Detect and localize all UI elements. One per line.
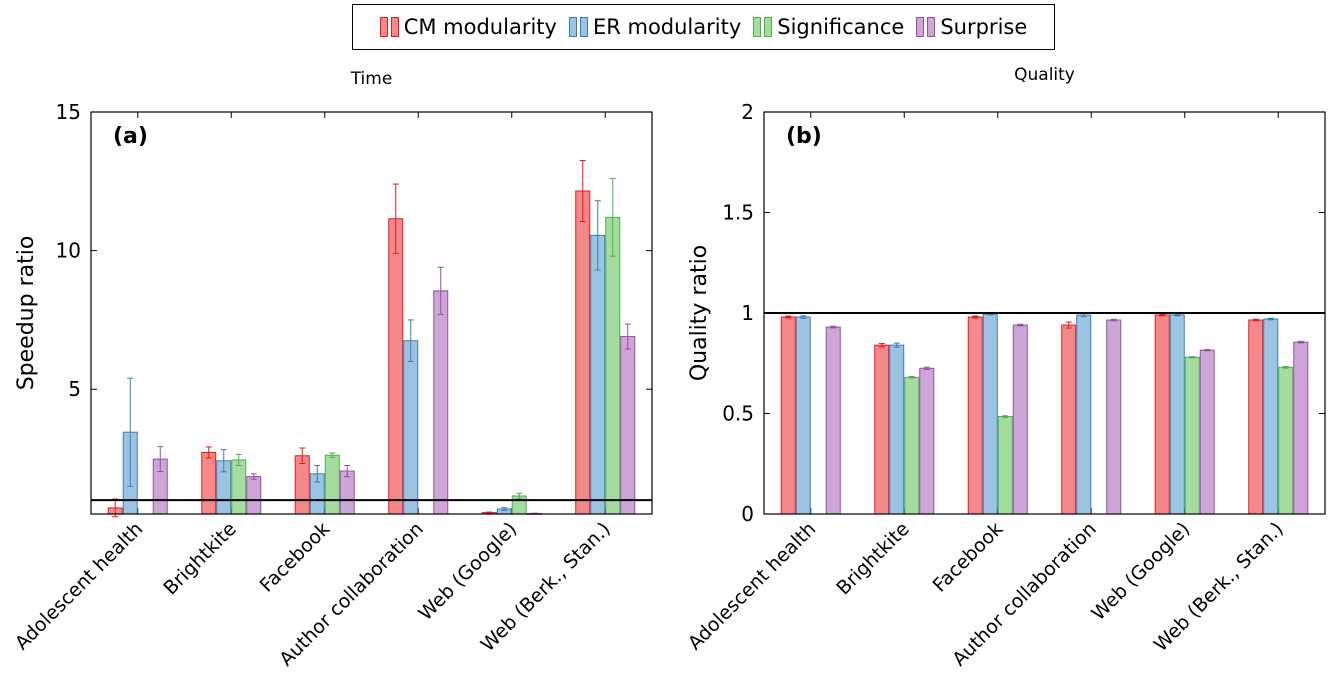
bar bbox=[1293, 341, 1309, 515]
bar bbox=[889, 344, 905, 515]
bar bbox=[1248, 319, 1264, 515]
y-axis-label: Quality ratio bbox=[687, 245, 712, 381]
y-tick-label: 15 bbox=[56, 100, 81, 124]
bar bbox=[1076, 314, 1092, 515]
time-panel: Time 5 10 15 (a) Speedup ratio Adolescent heal… bbox=[11, 69, 653, 671]
y-tick-label: 0.5 bbox=[722, 402, 754, 426]
legend-entry-3: Surprise bbox=[916, 15, 1027, 39]
bar bbox=[904, 376, 920, 515]
bar bbox=[967, 316, 983, 515]
bar bbox=[605, 216, 621, 515]
bar bbox=[1263, 318, 1279, 515]
bar bbox=[1106, 319, 1122, 515]
legend-swatch bbox=[753, 17, 773, 37]
x-tick-label: Web (Google) bbox=[1087, 518, 1194, 625]
legend-entry-0: CM modularity bbox=[379, 15, 557, 39]
x-tick-label: Facebook bbox=[256, 518, 335, 597]
panel-label: (b) bbox=[786, 124, 822, 149]
legend-label: CM modularity bbox=[403, 15, 557, 39]
bar bbox=[997, 416, 1013, 515]
bar bbox=[1278, 366, 1294, 515]
chart-title: Quality bbox=[1014, 65, 1075, 85]
y-tick-label: 1.5 bbox=[722, 201, 754, 225]
bar bbox=[1012, 324, 1028, 515]
bar bbox=[982, 313, 998, 515]
axis-frame bbox=[90, 111, 653, 515]
bar bbox=[246, 476, 262, 515]
bar bbox=[324, 454, 340, 515]
bar bbox=[388, 218, 404, 515]
y-tick-label: 10 bbox=[56, 239, 81, 263]
chart-title: Time bbox=[350, 69, 393, 89]
bar bbox=[795, 316, 811, 515]
bar bbox=[1199, 349, 1215, 515]
bar bbox=[339, 470, 355, 515]
legend-label: ER modularity bbox=[592, 15, 742, 39]
legend-swatch bbox=[568, 17, 588, 37]
legend-swatch bbox=[916, 17, 936, 37]
legend-label: Significance bbox=[777, 15, 905, 39]
legend-entry-1: ER modularity bbox=[568, 15, 742, 39]
bar bbox=[201, 451, 217, 515]
x-tick-label: Brightkite bbox=[159, 518, 240, 599]
x-tick-label: Brightkite bbox=[832, 518, 913, 599]
bar bbox=[575, 190, 591, 515]
legend-label: Surprise bbox=[940, 15, 1028, 39]
axis-frame bbox=[763, 111, 1326, 515]
legend: CM modularity ER modularity Significance Su… bbox=[352, 4, 1055, 50]
bar bbox=[231, 459, 247, 515]
legend-swatch bbox=[379, 17, 399, 37]
bar bbox=[1184, 356, 1200, 515]
bar bbox=[780, 316, 796, 515]
bar bbox=[590, 234, 606, 515]
bar bbox=[620, 336, 636, 515]
y-tick-label: 5 bbox=[68, 377, 81, 401]
bar bbox=[825, 326, 841, 515]
bar bbox=[294, 455, 310, 515]
x-tick-label: Adolescent health bbox=[684, 518, 820, 654]
bar bbox=[1169, 314, 1185, 515]
panel-label: (a) bbox=[113, 124, 148, 149]
bar bbox=[919, 367, 935, 515]
bar bbox=[1061, 324, 1077, 515]
bar bbox=[1154, 314, 1170, 515]
bar bbox=[874, 344, 890, 515]
quality-panel: Quality 0 0.5 1 1.5 2 (b) Quality ratio Adolesce… bbox=[684, 65, 1326, 671]
bar bbox=[433, 290, 449, 515]
bar bbox=[403, 340, 419, 515]
x-tick-label: Web (Google) bbox=[414, 518, 521, 625]
x-tick-label: Facebook bbox=[929, 518, 1008, 597]
y-tick-label: 2 bbox=[741, 100, 754, 124]
y-tick-label: 1 bbox=[741, 301, 754, 325]
y-tick-label: 0 bbox=[741, 502, 754, 526]
legend-entry-2: Significance bbox=[753, 15, 904, 39]
y-axis-label: Speedup ratio bbox=[14, 236, 39, 391]
x-tick-label: Adolescent health bbox=[11, 518, 147, 654]
